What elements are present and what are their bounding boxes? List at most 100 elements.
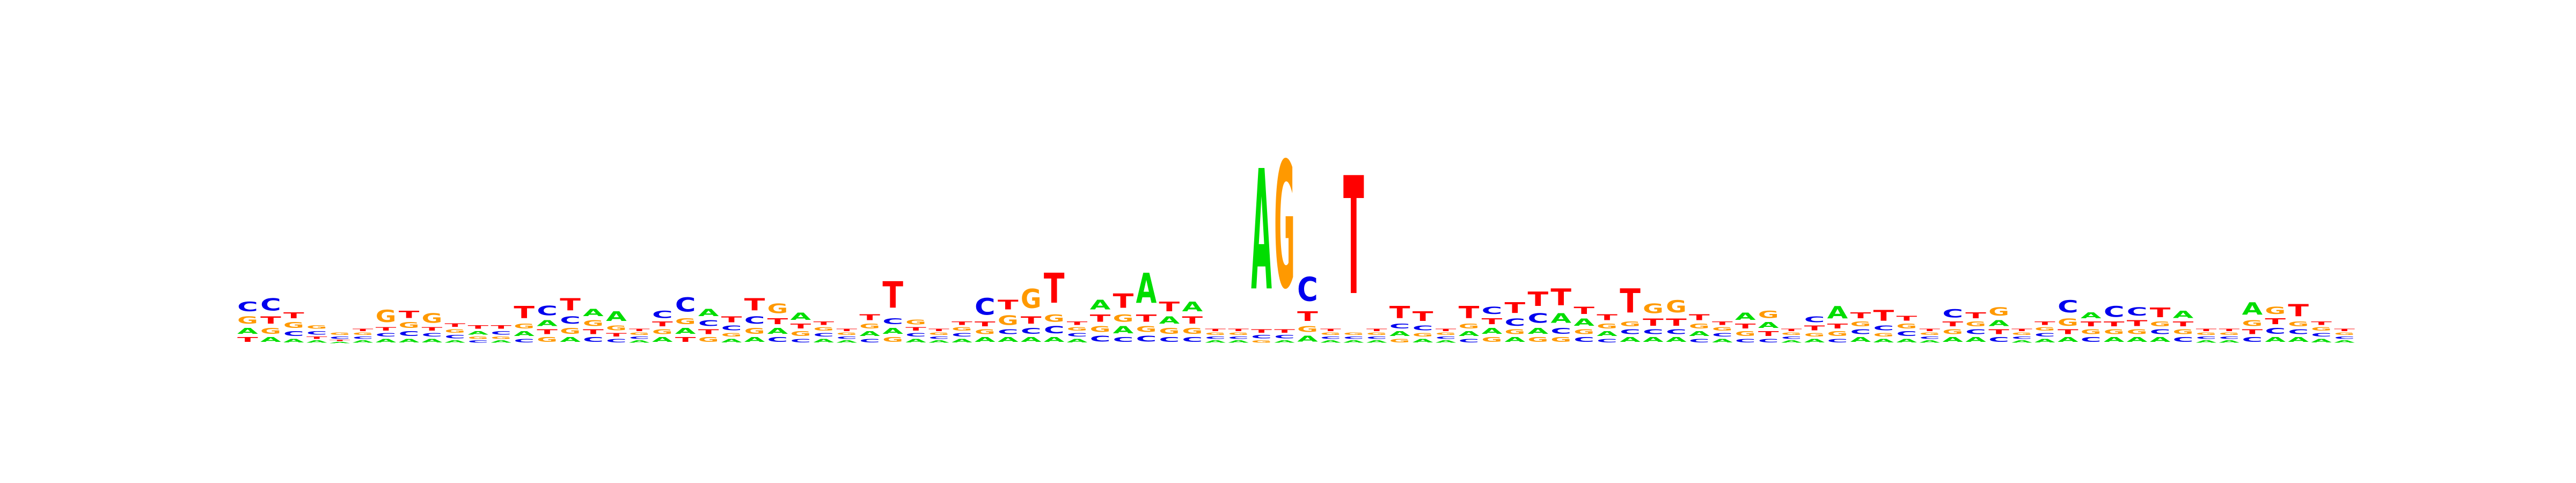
logo-letter-g: G [1804,332,1825,338]
logo-letter-g: G [1550,336,1571,343]
logo-letter-g: G [237,315,258,326]
logo-letter-g: G [744,326,765,336]
logo-letter-a: A [629,340,650,343]
logo-letter-c: C [1505,317,1526,328]
logo-letter-g: G [1067,326,1088,332]
logo-letter-g: G [2035,326,2055,332]
logo-letter-g: G [467,336,488,340]
logo-letter-g: G [1874,332,1894,338]
logo-letter-t: T [2035,320,2055,326]
logo-letter-a: A [1942,336,1963,344]
logo-stacks: TAGCAGTCACGTATCGATCGACGTACTGACGTACTGACGT… [237,127,2355,344]
logo-letter-a: A [1343,340,1364,343]
logo-letter-t: T [353,328,374,332]
logo-letter-t: T [652,320,673,328]
logo-letter-c: C [814,332,835,338]
logo-letter-c: C [1274,334,1295,340]
logo-letter-a: A [1643,336,1664,344]
logo-letter-g: G [583,319,604,328]
logo-letter-a: A [1781,340,1802,343]
logo-letter-g: G [1482,336,1503,343]
logo-letter-a: A [1090,297,1111,313]
logo-letter-c: C [1113,336,1134,343]
logo-letter-c: C [1919,336,1940,340]
logo-letter-t: T [1850,311,1872,320]
logo-letter-c: C [491,330,511,336]
logo-letter-a: A [2265,336,2286,344]
logo-letter-a: A [1574,317,1594,328]
logo-letter-t: T [330,340,351,342]
logo-letter-a: A [928,340,949,343]
logo-letter-a: A [1482,326,1503,336]
logo-letter-a: A [606,309,627,325]
logo-letter-t: T [1896,314,1917,322]
logo-letter-c: C [2011,336,2032,340]
logo-letter-t: T [1436,328,1457,332]
logo-letter-c: C [1896,330,1917,338]
logo-letter-g: G [283,320,304,330]
logo-letter-t: T [859,312,881,322]
logo-letter-c: C [652,309,673,321]
logo-letter-t: T [975,320,996,328]
logo-letter-a: A [1896,338,1917,344]
logo-letter-a: A [2104,336,2125,344]
logo-letter-a: A [467,330,488,336]
logo-letter-a: A [2150,336,2171,344]
logo-letter-c: C [399,330,420,338]
logo-letter-g: G [1666,297,1687,317]
logo-letter-g: G [1758,309,1779,320]
logo-letter-g: G [2058,317,2079,328]
logo-letter-c: C [445,334,466,340]
logo-letter-c: C [629,336,650,340]
logo-letter-c: C [376,332,397,338]
logo-letter-a: A [1527,326,1548,336]
logo-letter-c: C [1965,328,1986,336]
logo-letter-t: T [1574,305,1594,316]
logo-letter-g: G [1113,313,1134,324]
logo-letter-g: G [998,312,1019,328]
logo-letter-a: A [1620,336,1641,344]
logo-letter-a: A [2058,336,2079,344]
logo-letter-g: G [1689,323,1710,330]
logo-letter-t: T [1942,320,1963,328]
logo-letter-g: G [2081,328,2102,336]
logo-letter-t: T [698,328,719,335]
logo-letter-c: C [1182,336,1203,343]
logo-letter-g: G [1781,332,1802,335]
logo-letter-t: T [1067,320,1088,326]
logo-letter-g: G [2242,319,2263,328]
logo-letter-t: T [882,274,903,316]
logo-letter-c: C [1874,325,1894,332]
logo-letter-g: G [1505,328,1526,336]
logo-letter-g: G [1735,330,1756,338]
logo-letter-g: G [1942,328,1963,336]
logo-letter-g: G [652,328,673,336]
logo-letter-g: G [514,323,535,330]
logo-letter-a: A [422,338,443,344]
logo-letter-g: G [629,332,650,335]
logo-letter-c: C [2265,326,2286,336]
logo-letter-c: C [698,319,719,328]
logo-letter-g: G [353,332,374,335]
logo-letter-g: G [2011,332,2032,335]
logo-letter-c: C [744,314,765,326]
logo-letter-t: T [928,328,949,332]
